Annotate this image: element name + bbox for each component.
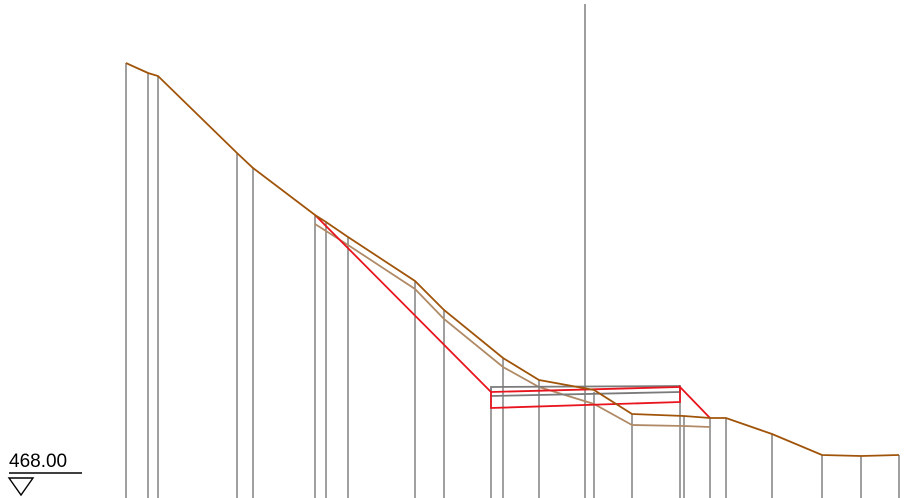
excavation-outline	[314, 214, 711, 419]
station-lines	[125, 63, 900, 498]
subsurface-line	[314, 223, 711, 428]
datum-marker: 468.00	[7, 451, 82, 497]
datum-triangle-icon	[7, 477, 35, 497]
ground-line	[125, 62, 900, 457]
datum-elevation-label: 468.00	[9, 451, 67, 472]
